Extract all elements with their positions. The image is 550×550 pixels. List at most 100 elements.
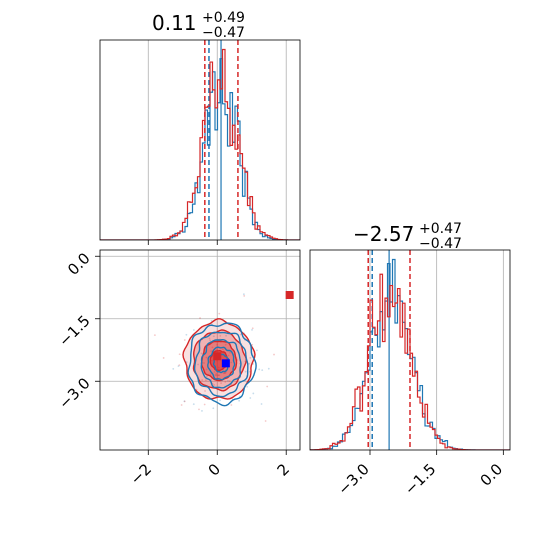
hist-x-series-1-histogram [100,48,300,240]
hist-x-ticks [147,240,287,245]
joint-sample-point [266,385,269,388]
hist-x-title-lower: −0.47 [202,25,245,41]
joint-sample-point [246,385,249,388]
joint-sample-point [228,380,231,383]
hist-x-grid [147,40,287,240]
hist-y-tick-label: −3.0 [334,460,372,498]
joint-marker-2 [221,359,230,368]
joint-blue-contour [187,322,257,407]
joint-marker-0 [285,291,294,299]
joint-sample-point [201,379,204,381]
joint-y-tick-label: −1.5 [55,312,93,350]
joint-sample-point [219,399,221,402]
joint-sample-point [251,343,254,346]
joint-sample-point [180,404,183,406]
joint-sample-point [223,371,226,374]
hist-y-tick-label: −1.5 [401,460,439,498]
joint-sample-point [225,334,227,337]
joint-frame [99,249,301,451]
hist-y-tick-label: 0.0 [477,460,507,490]
hist-x-frame [99,39,301,241]
joint-sample-point [249,397,252,399]
joint-sample-point [215,372,218,375]
joint-x-tick-label: −2 [127,460,155,488]
joint-sample-point [183,339,186,341]
joint-sample-point [210,350,213,353]
joint-sample-point [256,349,258,352]
joint-sample-point [218,374,221,377]
joint-sample-point [261,369,264,372]
joint-sample-point [224,380,227,383]
joint-sample-point [242,293,245,296]
joint-sample-point [258,368,261,371]
joint-blue-contour [193,331,249,398]
joint-y-tick-label: −3.0 [55,374,93,412]
hist-y-title-value: −2.57 [353,222,414,246]
joint-sample-point [203,403,206,406]
hist-y-title: −2.57 +0.47 −0.47 [353,221,462,252]
joint-sample-point [205,356,208,359]
joint-sample-point [212,407,215,410]
joint-sample-point [216,343,219,346]
joint-sample-point [251,327,254,330]
joint-sample-point [199,317,201,319]
joint-sample-point [192,329,195,331]
joint-sample-point [267,367,270,370]
joint-sample-point [217,374,220,377]
joint-sample-point [153,334,156,337]
hist-y-ticks: −3.0 −1.5 0.0 [334,450,506,499]
joint-sample-point [221,348,224,351]
joint-sample-point [220,382,222,385]
joint-sample-point [185,333,188,336]
joint-sample-point [244,370,247,373]
joint-sample-point [204,379,207,382]
joint-sample-point [215,374,218,377]
joint-sample-point [251,328,253,331]
joint-sample-point [216,374,219,377]
joint-sample-point [213,383,215,386]
hist-y-frame [309,249,511,451]
joint-marker-1 [213,352,222,361]
joint-sample-point [201,410,203,412]
hist-y-plot-area [310,250,510,450]
joint-sample-point [224,371,227,374]
joint-x-tick-label: 0 [205,460,224,479]
joint-grid [100,250,300,450]
joint-sample-point [209,339,212,342]
hist-y-title-upper: +0.47 [419,221,462,237]
joint-panel: −2 0 2 0.0 −1.5 −3.0 [55,249,301,488]
joint-sample-point [218,312,221,315]
joint-plot-area [153,291,294,422]
joint-blue-contour [207,346,236,381]
joint-sample-point [219,334,222,337]
joint-sample-point [229,351,231,354]
joint-sample-point [192,403,195,406]
hist-x-panel: 0.11 +0.49 −0.47 [99,10,301,245]
joint-sample-point [227,354,230,357]
joint-y-tick-label: 0.0 [64,249,94,279]
hist-y-panel: −3.0 −1.5 0.0 −2.57 +0.47 −0.47 [309,221,511,499]
joint-sample-point [260,403,263,405]
joint-sample-point [183,400,186,403]
joint-sample-point [209,373,212,376]
joint-sample-point [178,353,181,356]
joint-sample-point [222,372,225,375]
joint-sample-point [208,337,211,340]
joint-sample-point [238,399,241,402]
hist-x-plot-area [100,40,300,240]
joint-x-tick-label: 2 [274,460,293,479]
joint-sample-point [205,375,208,378]
joint-sample-point [198,408,200,411]
joint-sample-point [204,390,206,392]
hist-y-title-lower: −0.47 [419,236,462,252]
joint-sample-point [230,361,233,364]
joint-sample-point [183,400,186,403]
joint-sample-point [230,404,233,406]
joint-sample-point [224,343,227,346]
joint-sample-point [205,368,208,371]
joint-sample-point [212,335,215,338]
joint-sample-point [248,362,250,365]
joint-sample-point [200,352,203,355]
hist-x-title-upper: +0.49 [202,10,245,26]
